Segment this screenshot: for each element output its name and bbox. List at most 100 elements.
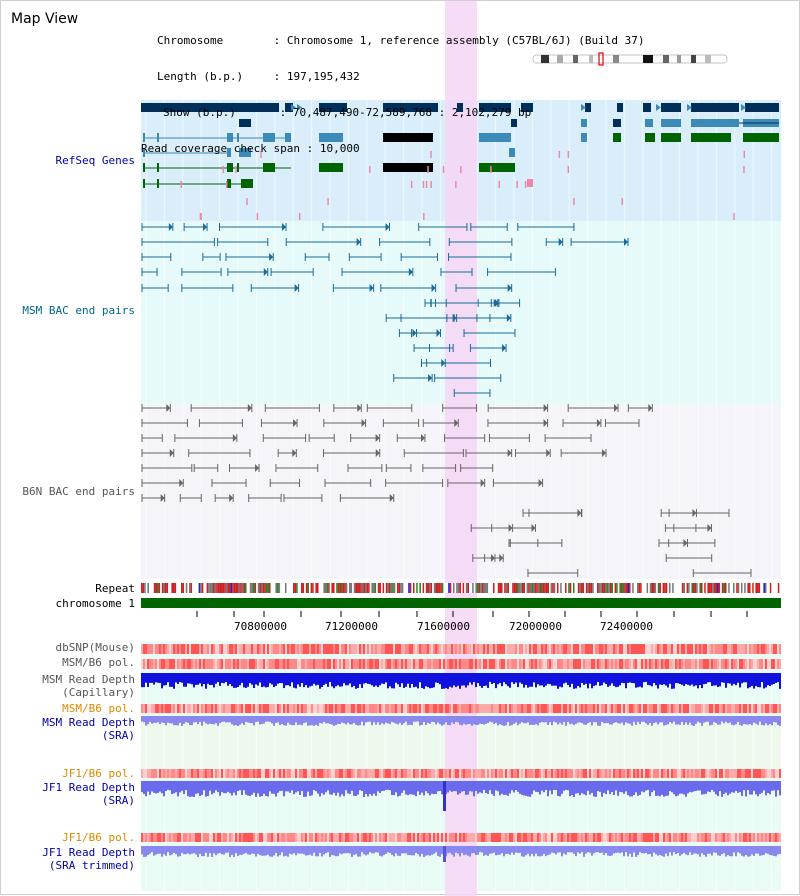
depth-bar	[485, 673, 487, 686]
repeat-mark	[273, 583, 276, 593]
polymorphism-cell	[223, 769, 225, 778]
jf1-depth-sra-label[interactable]: JF1 Read Depth	[42, 781, 135, 794]
depth-bar	[743, 781, 745, 791]
msm-b6-pol-sra-label[interactable]: MSM/B6 pol.	[62, 702, 135, 715]
polymorphism-cell	[317, 644, 319, 654]
polymorphism-cell	[555, 644, 557, 654]
polymorphism-cell	[521, 769, 523, 778]
refseq-track-label[interactable]: RefSeq Genes	[55, 154, 135, 167]
depth-bar	[273, 673, 275, 688]
polymorphism-cell	[317, 769, 319, 778]
polymorphism-cell	[245, 659, 247, 669]
polymorphism-cell	[453, 833, 455, 842]
repeat-mark	[585, 583, 588, 593]
depth-bar	[217, 781, 219, 793]
polymorphism-cell	[751, 769, 753, 778]
depth-bar	[501, 673, 503, 687]
depth-bar	[565, 673, 567, 683]
polymorphism-cell	[365, 644, 367, 654]
repeat-mark	[513, 583, 516, 593]
repeat-track-label[interactable]: Repeat	[95, 582, 135, 595]
depth-bar	[233, 673, 235, 688]
repeat-mark	[270, 583, 273, 593]
repeat-mark	[707, 583, 709, 593]
polymorphism-cell	[601, 769, 603, 778]
msm-bac-track-label[interactable]: MSM BAC end pairs	[22, 304, 135, 317]
polymorphism-cell	[157, 769, 159, 778]
jf1-depth-trim-label[interactable]: JF1 Read Depth	[42, 846, 135, 859]
repeat-mark	[672, 583, 674, 593]
polymorphism-cell	[367, 644, 369, 654]
depth-bar	[227, 781, 229, 792]
polymorphism-cell	[723, 659, 725, 669]
depth-bar	[309, 716, 311, 726]
depth-bar	[373, 846, 375, 854]
polymorphism-cell	[577, 833, 579, 842]
polymorphism-cell	[663, 769, 665, 778]
jf1-b6-pol-2-label[interactable]: JF1/B6 pol.	[62, 831, 135, 844]
depth-bar	[695, 716, 697, 724]
polymorphism-cell	[609, 833, 611, 842]
depth-bar	[229, 673, 231, 685]
bac-arrow	[596, 419, 601, 427]
polymorphism-cell	[147, 769, 149, 778]
depth-bar	[383, 781, 385, 791]
depth-bar	[769, 846, 771, 856]
repeat-mark	[558, 583, 561, 593]
depth-bar	[323, 673, 325, 685]
polymorphism-cell	[415, 659, 417, 669]
polymorphism-cell	[343, 769, 345, 778]
dbsnp-track-label[interactable]: dbSNP(Mouse)	[55, 641, 135, 654]
depth-bar	[623, 846, 625, 857]
depth-bar	[573, 716, 575, 726]
polymorphism-cell	[777, 769, 779, 778]
chromosome-track-label[interactable]: chromosome 1	[55, 597, 135, 610]
depth-bar	[611, 846, 613, 856]
jf1-b6-pol-label[interactable]: JF1/B6 pol.	[62, 767, 135, 780]
depth-bar	[707, 673, 709, 683]
depth-bar	[557, 846, 559, 853]
polymorphism-cell	[245, 644, 247, 654]
bac-arrow	[428, 374, 433, 382]
depth-bar	[335, 846, 337, 857]
repeat-mark	[481, 583, 484, 593]
repeat-mark	[465, 583, 468, 593]
polymorphism-cell	[381, 644, 383, 654]
depth-bar	[641, 673, 643, 688]
repeat-mark	[446, 583, 449, 593]
depth-bar	[319, 673, 321, 689]
polymorphism-cell	[571, 833, 573, 842]
msm-b6-pol-track-label[interactable]: MSM/B6 pol.	[62, 656, 135, 669]
polymorphism-cell	[271, 659, 273, 669]
depth-bar	[421, 846, 423, 854]
gene-mark	[427, 166, 429, 173]
polymorphism-cell	[219, 644, 221, 654]
depth-bar	[661, 716, 663, 723]
polymorphism-cell	[655, 769, 657, 778]
polymorphism-cell	[295, 769, 297, 778]
depth-bar	[307, 673, 309, 688]
b6n-bac-track-label[interactable]: B6N BAC end pairs	[22, 485, 135, 498]
repeat-mark	[357, 583, 359, 593]
polymorphism-cell	[291, 659, 293, 669]
msm-depth-capillary-label[interactable]: MSM Read Depth	[42, 673, 135, 686]
polymorphism-cell	[229, 833, 231, 842]
polymorphism-cell	[669, 644, 671, 654]
depth-bar	[507, 846, 509, 854]
repeat-mark	[144, 583, 146, 593]
depth-bar	[357, 781, 359, 795]
polymorphism-cell	[481, 704, 483, 713]
polymorphism-cell	[501, 704, 503, 713]
polymorphism-cell	[201, 769, 203, 778]
polymorphism-cell	[559, 644, 561, 654]
depth-bar	[411, 673, 413, 684]
depth-bar	[775, 781, 777, 797]
repeat-mark	[587, 583, 589, 593]
polymorphism-cell	[151, 644, 153, 654]
depth-bar	[689, 781, 691, 792]
depth-bar	[415, 716, 417, 722]
msm-depth-sra-label[interactable]: MSM Read Depth	[42, 716, 135, 729]
polymorphism-cell	[545, 644, 547, 654]
polymorphism-cell	[479, 644, 481, 654]
